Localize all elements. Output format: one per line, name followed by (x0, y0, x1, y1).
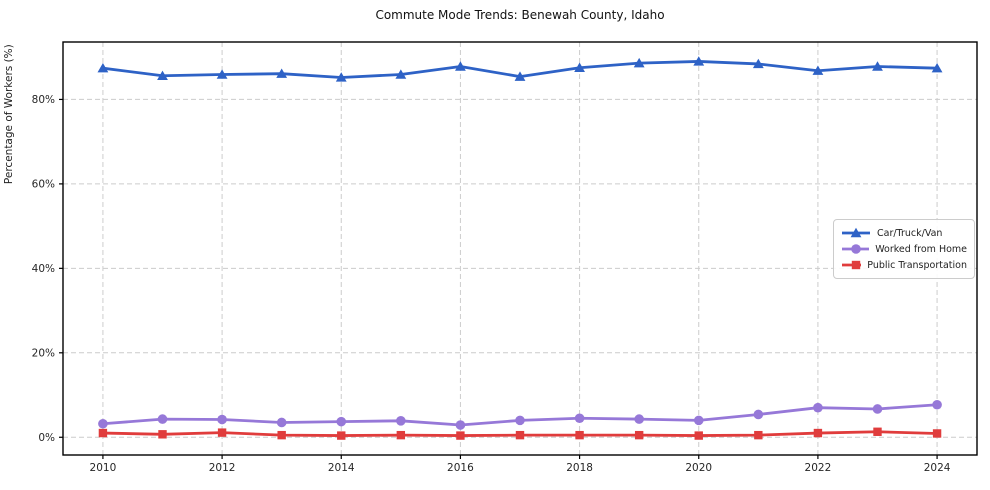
x-tick-label: 2018 (566, 462, 593, 474)
tick-labels: 2010 2012 2014 2016 2018 2020 2022 2024 0% 20% 40%… (32, 94, 951, 474)
y-axis-label: Percentage of Workers (%) (3, 44, 15, 185)
x-tick-label: 2022 (805, 462, 832, 474)
y-tick-label: 40% (32, 263, 55, 275)
legend-label: Public Transportation (867, 259, 967, 271)
square-marker-swatch-icon (842, 260, 862, 270)
circle-marker-swatch-icon (842, 244, 870, 254)
series-car-truck-van (97, 56, 943, 82)
chart-title: Commute Mode Trends: Benewah County, Ida… (375, 8, 665, 22)
legend: Car/Truck/Van Worked from Home Public Tran… (833, 219, 975, 279)
x-tick-label: 2012 (209, 462, 236, 474)
y-tick-label: 60% (32, 178, 55, 190)
x-tick-label: 2024 (924, 462, 951, 474)
legend-item-worked-from-home: Worked from Home (841, 241, 967, 257)
y-tick-label: 80% (32, 94, 55, 106)
x-tick-label: 2020 (685, 462, 712, 474)
x-tick-label: 2010 (90, 462, 117, 474)
series-public-transportation (98, 427, 942, 440)
x-tick-label: 2016 (447, 462, 474, 474)
legend-label: Car/Truck/Van (877, 227, 943, 239)
legend-item-public-transportation: Public Transportation (841, 257, 967, 273)
legend-label: Worked from Home (875, 243, 967, 255)
gridlines (63, 42, 977, 455)
axes-frame (62, 41, 978, 456)
y-tick-label: 0% (38, 432, 55, 444)
legend-item-car-truck-van: Car/Truck/Van (841, 225, 967, 241)
x-tick-label: 2014 (328, 462, 355, 474)
y-tick-label: 20% (32, 347, 55, 359)
triangle-marker-swatch-icon (842, 227, 870, 238)
series-worked-from-home (98, 399, 942, 430)
ticks (59, 98, 938, 459)
